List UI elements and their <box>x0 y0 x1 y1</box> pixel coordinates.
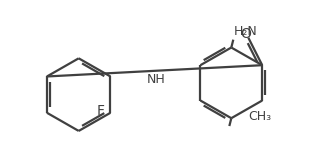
Text: H₂N: H₂N <box>233 25 257 38</box>
Text: NH: NH <box>147 73 166 86</box>
Text: O: O <box>240 27 251 41</box>
Text: CH₃: CH₃ <box>249 110 272 123</box>
Text: F: F <box>96 104 104 118</box>
